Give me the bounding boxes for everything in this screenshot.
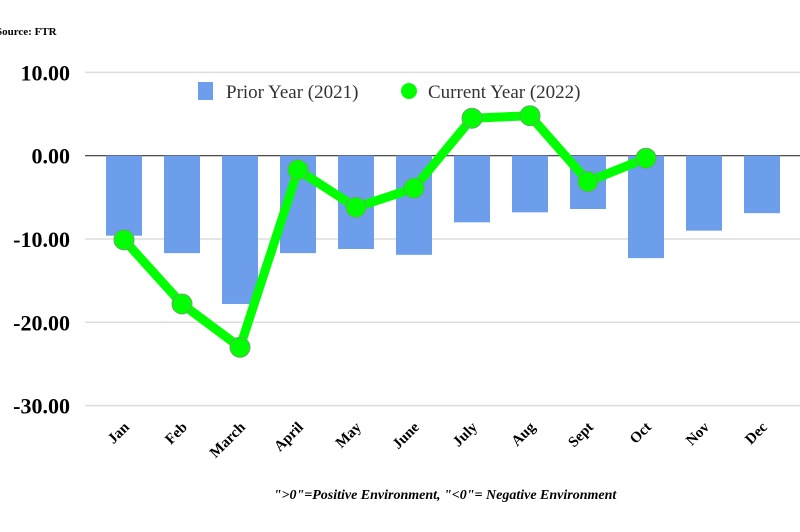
line-point [287,159,309,181]
x-tick-label: Jan [105,419,133,447]
bar [454,155,490,223]
legend-label: Prior Year (2021) [226,82,358,103]
bar [512,155,548,213]
x-tick-label: Feb [162,420,190,448]
bar [628,155,664,259]
line-point [519,105,541,127]
line-point [635,147,657,169]
bar [222,155,258,304]
x-tick-label: April [271,420,306,455]
legend-swatch-line [401,83,417,99]
y-tick-label: 0.00 [32,144,71,169]
x-tick-label: June [390,419,423,452]
y-tick-label: -20.00 [13,310,70,335]
x-tick-label: May [333,419,365,451]
bar [164,155,200,254]
x-tick-label: Aug [509,419,540,450]
line-point [171,293,193,315]
legend-swatch-bar [198,82,213,100]
line-point [577,171,599,193]
bar [744,155,780,214]
source-label: Source: FTR [0,26,57,38]
y-tick-label: -10.00 [13,227,70,252]
footnote: ">0"=Positive Environment, "<0"= Negativ… [273,488,617,503]
line-point [229,336,251,358]
x-tick-label: Sept [565,420,596,451]
line-series [120,111,648,352]
bar [686,155,722,231]
bar [106,155,142,236]
line-point [461,107,483,129]
line-point [403,177,425,199]
x-tick-label: Nov [683,419,713,449]
x-tick-label: Oct [627,420,655,448]
x-tick-label: July [450,419,481,450]
y-tick-label: -30.00 [13,394,70,419]
line-point [345,196,367,218]
x-tick-label: March [207,419,249,461]
y-tick-label: 10.00 [21,60,71,85]
line-point [113,229,135,251]
legend-label: Current Year (2022) [428,82,581,103]
x-tick-label: Dec [742,419,771,448]
